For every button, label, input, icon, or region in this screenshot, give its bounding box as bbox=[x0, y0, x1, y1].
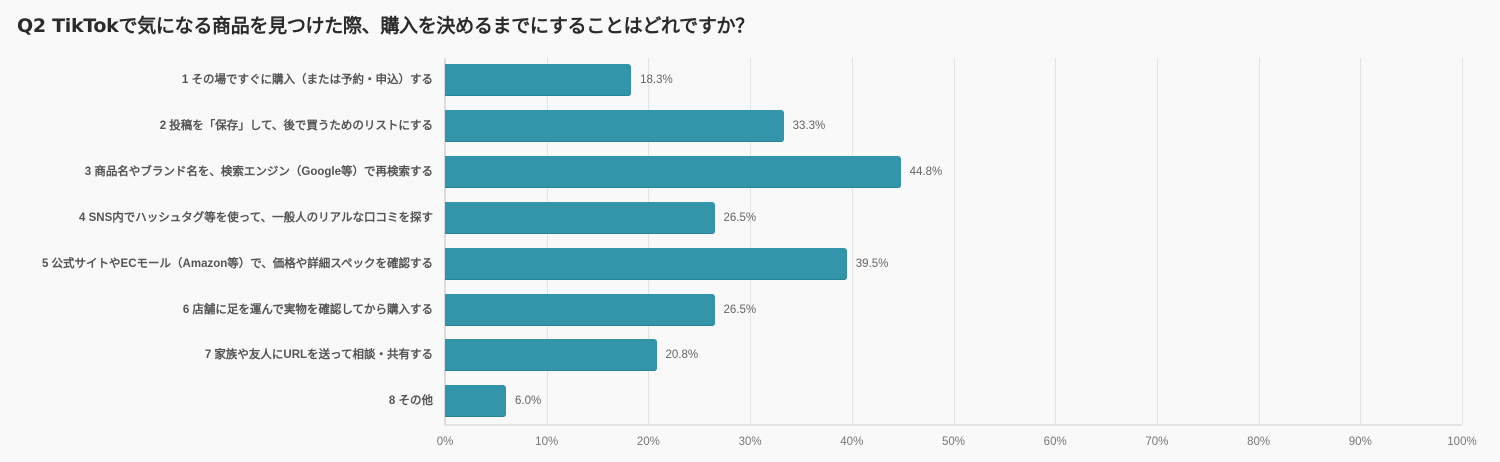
gridline bbox=[1360, 58, 1362, 424]
bar-value-label: 44.8% bbox=[909, 165, 943, 178]
bar[interactable] bbox=[445, 385, 507, 418]
bar[interactable] bbox=[445, 64, 632, 96]
plot-area: 18.3% 33.3% 44.8% 26.5% 39.5% 26.5% 20.8% 6.0% bbox=[444, 58, 1463, 426]
y-axis-line bbox=[444, 58, 446, 426]
gridline bbox=[546, 58, 548, 424]
gridline bbox=[1156, 58, 1158, 424]
bar-value-label: 20.8% bbox=[665, 349, 699, 362]
x-tick-label: 50% bbox=[941, 436, 966, 448]
gridline bbox=[851, 58, 853, 424]
bar-value-label: 6.0% bbox=[515, 395, 542, 408]
bar[interactable] bbox=[445, 293, 715, 326]
x-tick-label: 60% bbox=[1043, 436, 1067, 448]
x-tick-label: 100% bbox=[1447, 436, 1477, 448]
category-label: 2 投稿を「保存」して、後で買うためのリストにする bbox=[159, 119, 433, 132]
bar[interactable] bbox=[445, 339, 657, 372]
category-label: 8 その他 bbox=[388, 395, 433, 408]
category-label: 4 SNS内でハッシュタグ等を使って、一般人のリアルな口コミを探す bbox=[79, 211, 433, 224]
x-tick-label: 30% bbox=[738, 436, 762, 448]
bar[interactable] bbox=[445, 201, 715, 234]
category-label: 7 家族や友人にURLを送って相談・共有する bbox=[204, 349, 433, 362]
bar[interactable] bbox=[445, 109, 784, 142]
category-label: 1 その場ですぐに購入（または予約・申込）する bbox=[181, 74, 433, 86]
gridline bbox=[953, 58, 955, 424]
chart-title: Q2 TikTokで気になる商品を見つけた際、購入を決めるまでにすることはどれで… bbox=[17, 15, 754, 37]
bar-value-label: 26.5% bbox=[723, 211, 757, 224]
bar[interactable] bbox=[445, 247, 847, 280]
x-tick-label: 10% bbox=[535, 436, 559, 448]
gridline bbox=[750, 58, 752, 424]
x-tick-label: 20% bbox=[636, 436, 660, 448]
category-label: 5 公式サイトやECモール（Amazon等）で、価格や詳細スペックを確認する bbox=[41, 257, 433, 270]
gridline bbox=[1258, 58, 1260, 424]
x-axis-line bbox=[445, 424, 1462, 426]
x-tick-label: 0% bbox=[436, 436, 454, 448]
category-label: 3 商品名やブランド名を、検索エンジン（Google等）で再検索する bbox=[84, 165, 433, 178]
x-tick-label: 70% bbox=[1145, 436, 1169, 448]
bar-value-label: 33.3% bbox=[792, 119, 826, 132]
x-tick-label: 90% bbox=[1348, 436, 1372, 448]
gridline bbox=[648, 58, 650, 424]
bar-value-label: 39.5% bbox=[855, 257, 889, 270]
x-tick-label: 80% bbox=[1247, 436, 1271, 448]
gridline bbox=[1055, 58, 1057, 424]
bar-value-label: 18.3% bbox=[640, 74, 673, 86]
category-label: 6 店舗に足を運んで実物を確認してから購入する bbox=[182, 303, 433, 316]
bar-value-label: 26.5% bbox=[723, 303, 757, 316]
x-tick-label: 40% bbox=[840, 436, 864, 448]
bar[interactable] bbox=[445, 155, 901, 188]
gridline bbox=[1462, 58, 1463, 424]
